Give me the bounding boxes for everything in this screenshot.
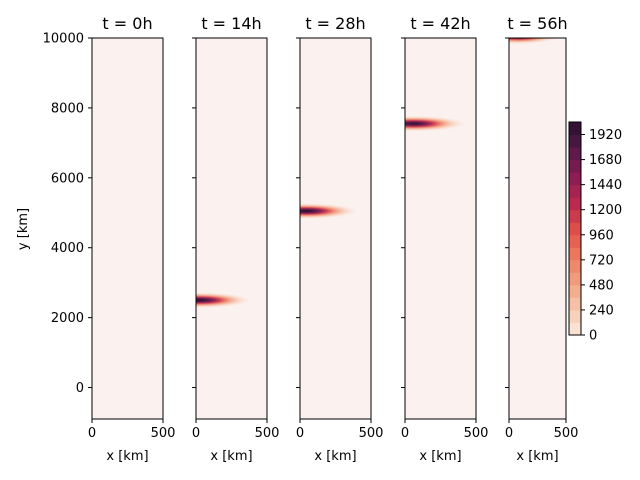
heat-blob [300, 203, 358, 219]
panel-0: 0 500 0 2000 4000 6000 8000 10000 x [km] t = 0h [43, 14, 176, 464]
panel-background [405, 38, 476, 419]
colorbar-band [569, 134, 581, 148]
colorbar-band [569, 172, 581, 186]
colorbar-band [569, 209, 581, 223]
x-axis-label: x [km] [210, 449, 252, 464]
x-tick-label: 0 [192, 426, 200, 441]
colorbar-band [569, 184, 581, 198]
heat-blob [509, 38, 559, 45]
panel-background [92, 38, 163, 419]
colorbar-band [569, 197, 581, 211]
x-tick-label: 500 [359, 426, 384, 441]
colorbar-band [569, 272, 581, 286]
panel-frame [299, 37, 372, 420]
x-axis-label: x [km] [106, 449, 148, 464]
y-tick-label: 8000 [51, 101, 84, 116]
blob-group [405, 115, 466, 132]
y-tick-label: 4000 [51, 241, 84, 256]
x-tick-label: 500 [151, 426, 176, 441]
x-tick-label: 0 [401, 426, 409, 441]
blob-group [509, 38, 559, 45]
colorbar-band [569, 297, 581, 311]
colorbar-tick-label: 1200 [589, 203, 622, 218]
y-tick-label: 0 [76, 381, 84, 396]
colorbar-tick-label: 240 [589, 303, 614, 318]
x-axis-label: x [km] [516, 449, 558, 464]
colorbar-tick-label: 1440 [589, 178, 622, 193]
colorbar-tick-label: 720 [589, 253, 614, 268]
panel-background [300, 38, 371, 419]
x-tick-label: 0 [505, 426, 513, 441]
panels-group: 0 500 0 2000 4000 6000 8000 10000 x [km] t = 0h 0 5… [43, 14, 579, 464]
panel-title: t = 0h [102, 14, 152, 33]
colorbar-tick-label: 480 [589, 278, 614, 293]
colorbar-band [569, 322, 581, 336]
panel-title: t = 42h [410, 14, 470, 33]
colorbar-band [569, 247, 581, 261]
x-tick-label: 0 [296, 426, 304, 441]
colorbar-band [569, 309, 581, 323]
colorbar-tick-label: 960 [589, 228, 614, 243]
x-tick-label: 500 [464, 426, 489, 441]
panel-title: t = 28h [305, 14, 365, 33]
colorbar-band [569, 222, 581, 236]
heat-blob [196, 292, 251, 308]
x-tick-label: 500 [255, 426, 280, 441]
colorbar-tick-label: 1680 [589, 153, 622, 168]
panel-frame [508, 37, 567, 420]
colorbar-tick-label: 0 [589, 329, 597, 344]
panel-background [509, 38, 566, 419]
blob-group [196, 292, 251, 308]
x-tick-label: 0 [88, 426, 96, 441]
x-tick-label: 500 [554, 426, 579, 441]
colorbar-band [569, 284, 581, 298]
colorbar-band [569, 259, 581, 273]
panel-title: t = 56h [507, 14, 567, 33]
y-tick-label: 6000 [51, 171, 84, 186]
y-axis-label: y [km] [16, 208, 31, 250]
panel-background [196, 38, 267, 419]
colorbar-band [569, 147, 581, 161]
colorbar-band [569, 234, 581, 248]
panel-4: 0 500 x [km] t = 56h [505, 14, 579, 464]
heat-blob [405, 115, 466, 132]
colorbar-tick-label: 1920 [589, 128, 622, 143]
panel-frame [91, 37, 164, 420]
colorbar: 0 240 480 720 960 1200 1440 1680 1920 [568, 121, 622, 344]
colorbar-band [569, 122, 581, 136]
y-tick-label: 2000 [51, 311, 84, 326]
blob-group [300, 203, 358, 219]
x-axis-label: x [km] [314, 449, 356, 464]
colorbar-band [569, 159, 581, 173]
colorbar-frame [568, 121, 582, 336]
panel-frame [404, 37, 477, 420]
y-tick-label: 10000 [43, 32, 84, 47]
panel-frame [195, 37, 268, 420]
x-axis-label: x [km] [419, 449, 461, 464]
panel-title: t = 14h [201, 14, 261, 33]
